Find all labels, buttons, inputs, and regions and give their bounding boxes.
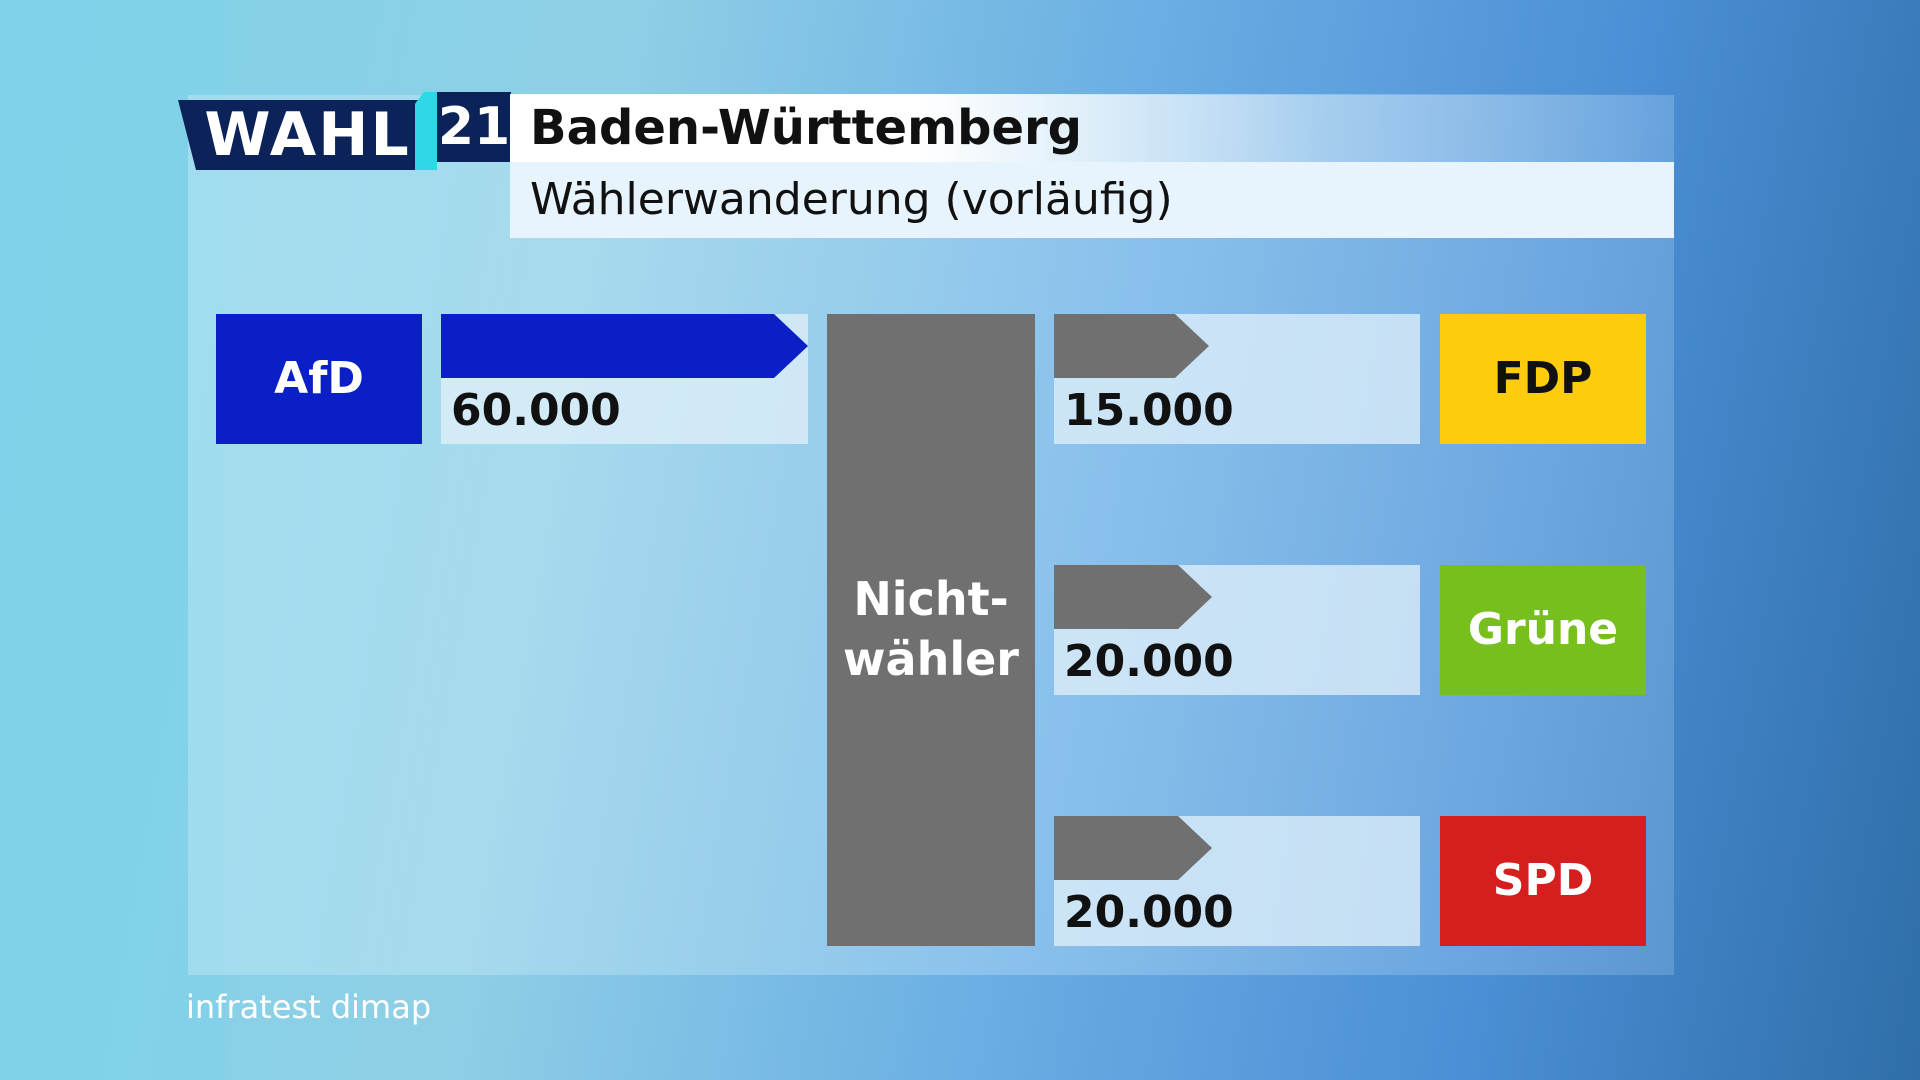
logo-year: 21 bbox=[437, 92, 511, 162]
arrow-right-icon bbox=[1054, 565, 1212, 629]
flow-value: 15.000 bbox=[1064, 385, 1234, 436]
party-spd: SPD bbox=[1440, 816, 1646, 946]
background-strip bbox=[0, 0, 225, 1080]
arrow-right-icon bbox=[1054, 314, 1209, 378]
nonvoter-label-line2: wähler bbox=[843, 632, 1019, 686]
arrow-right-icon bbox=[1054, 816, 1212, 880]
flow-afd-to-nonvoter: 60.000 bbox=[441, 314, 808, 444]
flow-nonvoter-to-spd: 20.000 bbox=[1054, 816, 1420, 946]
page-subtitle: Wählerwanderung (vorläufig) bbox=[530, 174, 1173, 225]
party-gruene: Grüne bbox=[1440, 565, 1646, 695]
arrow-right-icon bbox=[441, 314, 808, 378]
flow-value: 20.000 bbox=[1064, 887, 1234, 938]
party-fdp: FDP bbox=[1440, 314, 1646, 444]
title-bar bbox=[510, 94, 1674, 162]
nonvoter-label-line1: Nicht- bbox=[853, 572, 1009, 627]
flow-value: 60.000 bbox=[451, 385, 621, 436]
flow-nonvoter-to-fdp: 15.000 bbox=[1054, 314, 1420, 444]
party-afd: AfD bbox=[216, 314, 422, 444]
subtitle-bar bbox=[510, 162, 1674, 238]
flow-nonvoter-to-gruene: 20.000 bbox=[1054, 565, 1420, 695]
nonvoter-block: Nicht- wähler bbox=[827, 314, 1035, 946]
source-credit: infratest dimap bbox=[186, 988, 432, 1026]
logo-accent bbox=[415, 92, 437, 170]
flow-value: 20.000 bbox=[1064, 636, 1234, 687]
logo-wahl-text: WAHL bbox=[178, 100, 423, 170]
page-title: Baden-Württemberg bbox=[530, 100, 1083, 156]
